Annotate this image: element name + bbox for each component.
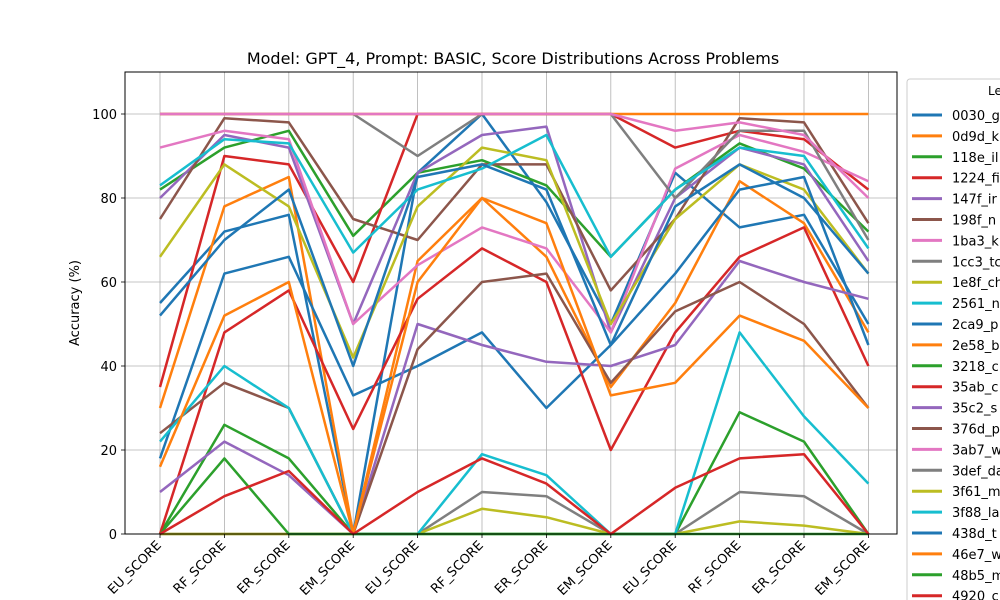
series-line-118e_il	[159, 129, 870, 259]
legend-entry-label: 438d_t	[952, 527, 997, 542]
legend-entry-label: 4920_c	[952, 590, 999, 600]
legend-entry-label: 0030_g	[952, 109, 1000, 124]
plot-frame	[124, 71, 898, 535]
legend-entry-label: 1224_fi	[952, 172, 1000, 187]
x-tick-labels: EU_SCORE RF_SCORE ER_SCORE EM_SCORE EU_SCORE…	[105, 534, 873, 599]
series-line-3218_c	[158, 410, 870, 536]
series-line-3f61_m	[160, 507, 869, 536]
x-tick-label: EU_SCORE	[621, 538, 680, 597]
legend-entry-label: 35c2_s	[952, 402, 997, 417]
y-tick-label: 0	[109, 528, 117, 543]
y-tick-label: 20	[100, 444, 117, 459]
y-axis-label: Accuracy (%)	[68, 260, 83, 346]
x-tick-label: EM_SCORE	[297, 538, 358, 599]
legend-entry-label: 2ca9_p	[952, 318, 998, 333]
legend-entry-label: 2561_n	[952, 297, 1000, 312]
y-tick-labels: 0 20 40 60 80 100	[92, 108, 125, 543]
legend-entry-label: 376d_p	[952, 423, 1000, 438]
legend: Le 0030_g 0d9d_k 118e_il 1224_fi 147f_ir 198f…	[906, 78, 1000, 600]
y-tick-label: 60	[100, 276, 117, 291]
legend-entry-label: 3f61_m	[952, 485, 1000, 500]
legend-entry-label: 3218_c	[952, 360, 999, 375]
x-tick-label: RF_SCORE	[171, 538, 230, 597]
series-line-2ca9_p	[158, 175, 870, 459]
y-tick-label: 80	[100, 192, 117, 207]
series-line-35ab_c	[158, 226, 870, 535]
legend-entry-label: 198f_n	[952, 214, 996, 229]
x-tick-label: EU_SCORE	[363, 538, 422, 597]
x-tick-label: ER_SCORE	[492, 538, 551, 597]
x-tick-label: EM_SCORE	[813, 538, 874, 599]
series-line-438d_t	[159, 163, 870, 368]
legend-entry-label: 1ba3_k	[952, 234, 999, 249]
series-line-1ba3_k	[159, 129, 869, 334]
legend-entry-label: 0d9d_k	[952, 130, 1000, 145]
legend-entry-label: 1cc3_tc	[952, 255, 1000, 270]
legend-entry-label: 48b5_m	[952, 569, 1000, 584]
series-line-198f_n	[158, 116, 870, 292]
series-line-3ab7_w	[160, 112, 870, 199]
series-line-376d_p	[159, 272, 870, 536]
x-tick-label: ER_SCORE	[235, 538, 294, 597]
x-tick-label: RF_SCORE	[428, 538, 487, 597]
series-line-4920_c	[159, 452, 870, 536]
legend-entry-label: 3f88_la	[952, 506, 999, 521]
legend-entry-label: 35ab_c	[952, 381, 998, 396]
legend-entry-label: 2e58_b	[952, 339, 1000, 354]
series-line-46e7_w	[158, 196, 870, 536]
legend-entry-label: 3ab7_w	[952, 443, 1000, 458]
series-line-0030_g	[159, 112, 870, 536]
legend-entry-label: 3def_da	[952, 464, 1000, 479]
x-tick-label: EU_SCORE	[105, 538, 164, 597]
legend-entry-label: 1e8f_ch	[952, 276, 1000, 291]
series-layer	[158, 112, 870, 536]
series-line-3f88_la	[159, 331, 870, 536]
legend-entry-label: 46e7_w	[952, 548, 1000, 563]
series-line-35c2_s	[159, 259, 869, 536]
legend-title: Le	[988, 84, 1000, 98]
legend-entry-label: 147f_ir	[952, 193, 998, 208]
x-tick-label: EM_SCORE	[555, 538, 616, 599]
series-line-1e8f_ch	[158, 146, 870, 359]
x-tick-label: RF_SCORE	[686, 538, 745, 597]
y-tick-label: 40	[100, 360, 117, 375]
series-line-147f_ir	[159, 125, 870, 334]
y-tick-label: 100	[92, 108, 117, 123]
x-tick-label: ER_SCORE	[750, 538, 809, 597]
legend-entry-label: 118e_il	[952, 151, 999, 166]
chart-title: Model: GPT_4, Prompt: BASIC, Score Distr…	[247, 49, 779, 69]
series-line-2561_n	[159, 133, 870, 259]
